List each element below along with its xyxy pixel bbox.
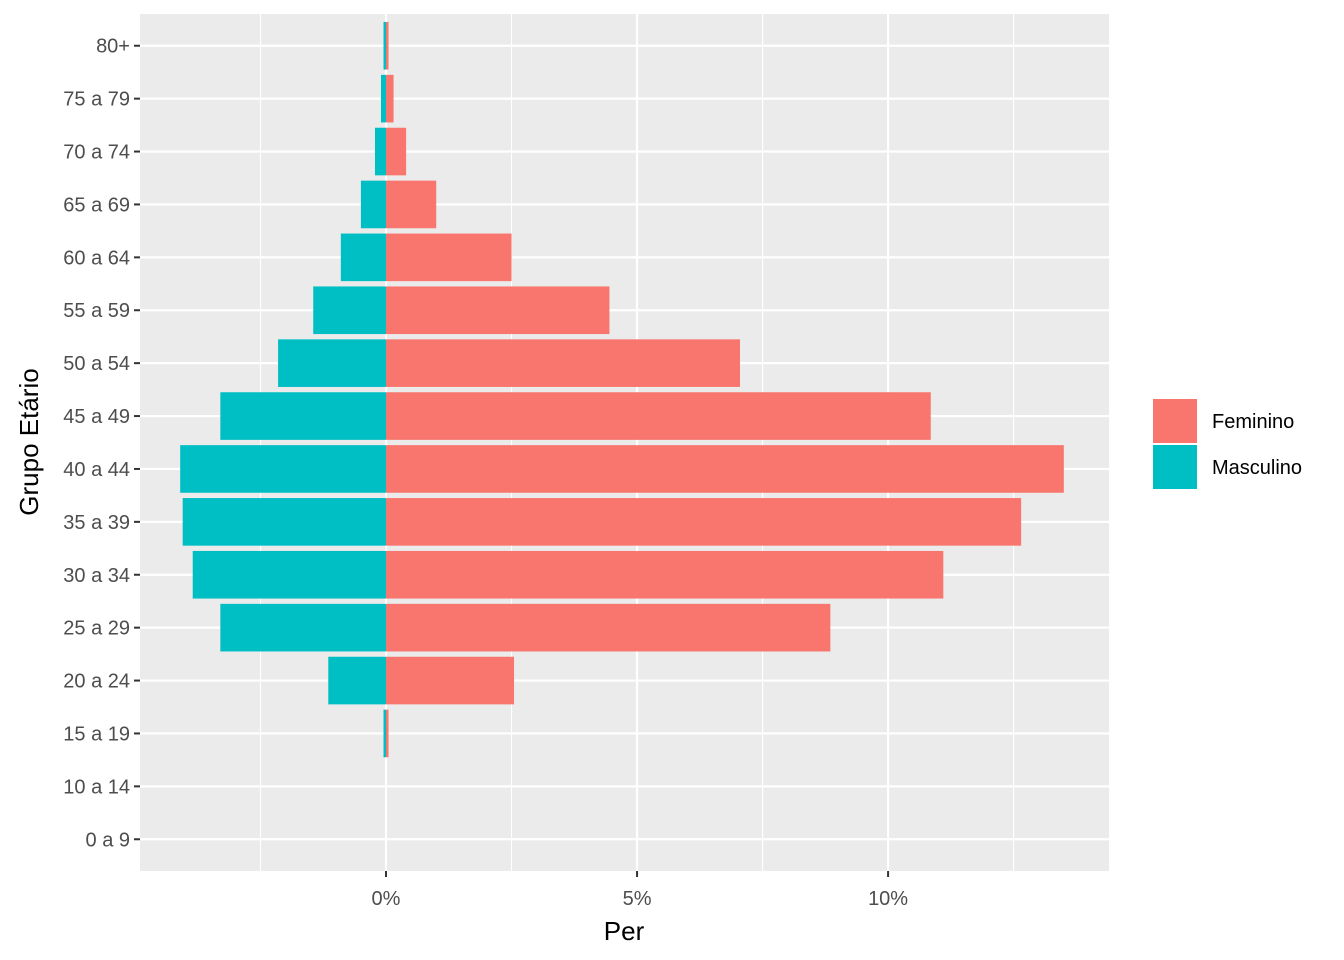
legend-label-masculino: Masculino — [1212, 457, 1302, 479]
bar-masculino-80plus — [383, 21, 387, 70]
y-tick-label: 50 a 54 — [63, 353, 130, 375]
y-tick-label: 0 a 9 — [86, 829, 130, 851]
x-tick-label: 0% — [372, 888, 401, 910]
plot-panel — [140, 14, 1109, 871]
y-tick-label: 75 a 79 — [63, 89, 130, 111]
legend: Feminino Masculino — [1153, 399, 1302, 489]
bar-feminino-45-a-49 — [386, 392, 931, 440]
y-tick-label: 30 a 34 — [63, 565, 130, 587]
bar-feminino-30-a-34 — [386, 550, 944, 599]
bar-masculino-55-a-59 — [313, 286, 387, 335]
bar-masculino-45-a-49 — [220, 392, 387, 440]
y-tick-label: 60 a 64 — [63, 247, 130, 269]
bar-masculino-15-a-19 — [383, 709, 387, 758]
bar-feminino-25-a-29 — [386, 603, 831, 652]
bar-masculino-30-a-34 — [192, 550, 387, 599]
bar-masculino-65-a-69 — [360, 180, 387, 229]
bar-feminino-70-a-74 — [386, 127, 407, 176]
bar-feminino-55-a-59 — [386, 286, 610, 335]
x-axis-title: Per — [604, 916, 645, 946]
bar-feminino-15-a-19 — [386, 709, 389, 758]
bar-masculino-40-a-44 — [180, 445, 387, 493]
minor-gridlines — [259, 14, 1015, 871]
x-tick-label: 5% — [623, 888, 652, 910]
y-tick-label: 20 a 24 — [63, 671, 130, 693]
y-tick-label: 10 a 14 — [63, 776, 130, 798]
bar-masculino-25-a-29 — [220, 603, 387, 652]
bar-masculino-70-a-74 — [374, 127, 387, 176]
bar-feminino-35-a-39 — [386, 498, 1022, 546]
legend-key-feminino — [1153, 399, 1197, 443]
y-tick-label: 15 a 19 — [63, 723, 130, 745]
y-tick-label: 40 a 44 — [63, 459, 130, 481]
bar-feminino-40-a-44 — [386, 445, 1064, 493]
y-tick-label: 70 a 74 — [63, 142, 130, 164]
bar-masculino-35-a-39 — [182, 498, 387, 546]
y-axis: 0 a 9 10 a 14 15 a 19 20 a 24 25 a 29 30 a 34… — [63, 36, 140, 851]
bar-masculino-60-a-64 — [340, 233, 387, 282]
bar-masculino-20-a-24 — [328, 656, 387, 705]
y-tick-label: 65 a 69 — [63, 194, 130, 216]
bar-feminino-50-a-54 — [386, 339, 740, 387]
y-tick-label: 35 a 39 — [63, 512, 130, 534]
legend-key-masculino — [1153, 445, 1197, 489]
bar-masculino-50-a-54 — [278, 339, 387, 387]
bar-feminino-80plus — [386, 21, 389, 70]
x-axis: 0% 5% 10% — [372, 871, 908, 910]
bar-feminino-60-a-64 — [386, 233, 512, 282]
bar-feminino-65-a-69 — [386, 180, 437, 229]
legend-label-feminino: Feminino — [1212, 411, 1294, 433]
y-tick-label: 55 a 59 — [63, 300, 130, 322]
y-tick-label: 25 a 29 — [63, 618, 130, 640]
bar-masculino-75-a-79 — [380, 74, 387, 123]
bars — [180, 21, 1064, 758]
y-tick-label: 80+ — [96, 36, 130, 58]
x-tick-label: 10% — [868, 888, 908, 910]
bar-feminino-20-a-24 — [386, 656, 515, 705]
y-tick-label: 45 a 49 — [63, 406, 130, 428]
bar-feminino-75-a-79 — [386, 74, 394, 123]
y-axis-title: Grupo Etário — [14, 368, 44, 515]
